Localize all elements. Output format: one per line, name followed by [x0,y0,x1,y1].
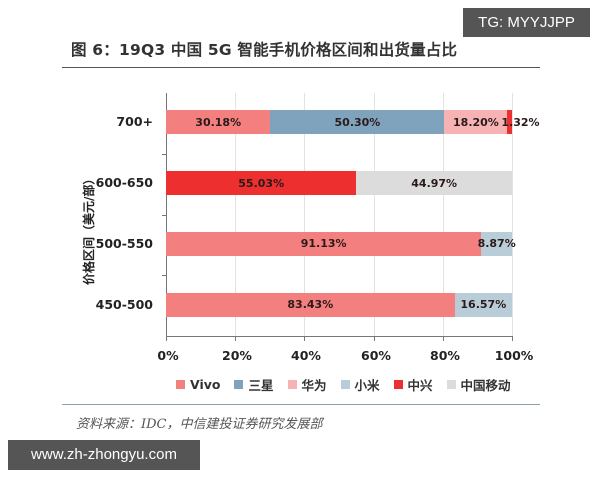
y-tick [162,215,166,216]
bar-segment-中国移动: 44.97% [356,171,512,196]
legend: Vivo 三星 华为 小米 中兴 中国移动 [176,375,511,394]
y-tick-label: 700+ [116,114,153,130]
gridline [235,93,236,336]
legend-swatch [393,380,403,389]
bar-600-650: 55.03% 44.97% [166,171,512,196]
x-tick [512,336,513,341]
data-label: 83.43% [287,298,334,312]
gridline [512,93,513,336]
legend-swatch [446,380,456,389]
x-tick-label: 20% [222,348,252,363]
data-label: 50.30% [334,115,381,129]
x-tick [304,336,305,341]
x-tick-label: 0% [157,348,179,363]
legend-swatch [340,380,350,389]
data-label: 16.57% [460,298,507,312]
data-label: 44.97% [411,176,458,190]
y-tick [162,154,166,155]
legend-label: 中国移动 [460,378,511,393]
legend-item: 三星 [234,375,274,394]
title-divider [62,67,540,68]
bar-segment-华为: 18.20% [444,110,508,135]
legend-item: Vivo [176,375,220,394]
legend-swatch [176,380,185,389]
y-tick-label: 600-650 [95,175,153,191]
x-tick [166,336,167,341]
watermark-tg: TG: MYYJJPP [463,8,590,37]
x-tick-label: 100% [494,348,534,363]
legend-label: 小米 [354,378,380,393]
bar-segment-三星: 50.30% [270,110,445,135]
legend-item: 小米 [340,375,380,394]
y-tick-label: 500-550 [95,235,153,251]
bar-segment-小米: 16.57% [454,292,512,317]
legend-label: 三星 [248,378,274,393]
data-label: 18.20% [453,115,499,129]
x-tick-label: 80% [430,348,460,363]
legend-label: Vivo [190,377,221,392]
data-label: 91.13% [300,237,347,251]
data-label: 55.03% [238,176,285,190]
source-divider [62,404,540,405]
y-tick-label: 450-500 [95,296,153,312]
bar-450-500: 83.43% 16.57% [166,292,512,317]
legend-label: 中兴 [407,378,433,393]
y-axis-line [166,93,167,339]
bar-500-550: 91.13% 8.87% [166,231,516,256]
bar-700+: 30.18% 50.30% 18.20% 1.32% [166,110,540,135]
x-tick [235,336,236,341]
bar-segment-中兴: 1.32% [501,110,540,135]
data-label: 30.18% [195,115,242,129]
y-axis-title: 价格区间（美元/部） [82,172,96,285]
x-axis-line [166,336,513,337]
plot-area: 30.18% 50.30% 18.20% 1.32% 55.03% 44.97% 91.13… [162,93,540,341]
gridline [443,93,444,336]
y-tick [162,275,166,276]
bar-segment-Vivo: 91.13% [166,231,482,256]
source-note: 资料来源：IDC，中信建投证券研究发展部 [76,417,323,432]
gridline [304,93,305,336]
data-label: 1.32% [501,115,540,129]
bar-segment-Vivo: 83.43% [166,292,455,317]
legend-item: 中国移动 [446,375,511,394]
gridline [374,93,375,336]
legend-item: 华为 [287,375,327,394]
watermark-site: www.zh-zhongyu.com [8,440,200,470]
bar-segment-小米: 8.87% [478,231,516,256]
bar-segment-Vivo: 30.18% [166,110,271,135]
legend-item: 中兴 [393,375,433,394]
legend-label: 华为 [301,378,327,393]
bar-segment-中兴: 55.03% [166,171,357,196]
x-tick [443,336,444,341]
legend-swatch [234,380,244,389]
legend-swatch [287,380,297,389]
data-label: 8.87% [477,237,516,251]
x-tick-label: 40% [291,348,321,363]
x-tick-label: 60% [361,348,391,363]
chart-title: 图 6：19Q3 中国 5G 智能手机价格区间和出货量占比 [71,41,458,59]
x-tick [374,336,375,341]
